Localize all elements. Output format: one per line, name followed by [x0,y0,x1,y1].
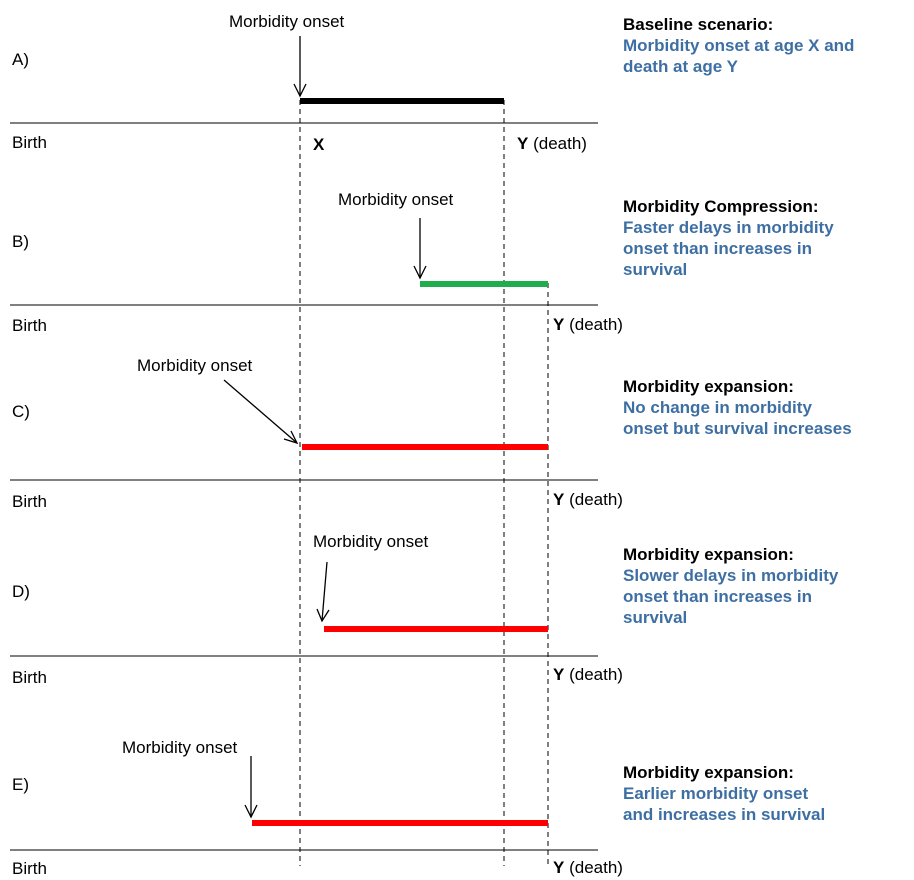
scenario-title-c: Morbidity expansion: [623,377,794,396]
death-suffix-a: (death) [533,134,587,153]
scenario-text-d: Slower delays in morbidity onset than in… [623,566,839,627]
y-death-label-b: Y (death) [553,315,623,335]
onset-label-a: Morbidity onset [229,12,345,31]
scenario-description-d: Morbidity expansion: Slower delays in mo… [623,544,838,628]
y-death-label-c: Y (death) [553,490,623,510]
death-suffix-e: (death) [569,858,623,877]
onset-arrow-d [316,561,330,623]
birth-label-b: Birth [12,316,47,335]
y-death-label-d: Y (death) [553,665,623,685]
birth-label-e: Birth [12,859,47,878]
scenario-text-e: Earlier morbidity onset and increases in… [623,784,826,824]
panel-letter-a: A) [12,50,29,69]
panel-letter-c: C) [12,402,30,421]
onset-label-d: Morbidity onset [313,532,429,551]
scenario-title-b: Morbidity Compression: [623,197,819,216]
scenario-description-a: Baseline scenario: Morbidity onset at ag… [623,14,854,77]
panel-letter-b: B) [12,232,29,251]
onset-label-c: Morbidity onset [137,356,253,375]
death-suffix-b: (death) [569,315,623,334]
birth-label-c: Birth [12,492,47,511]
y-death-label-a: Y (death) [517,134,587,154]
death-suffix-c: (death) [569,490,623,509]
scenario-text-b: Faster delays in morbidity onset than in… [623,218,834,279]
y-letter-e: Y [553,858,565,877]
y-letter-b: Y [553,315,565,334]
scenario-title-d: Morbidity expansion: [623,545,794,564]
y-letter-d: Y [553,665,565,684]
birth-label-d: Birth [12,668,47,687]
y-death-label-e: Y (death) [553,858,623,878]
scenario-text-c: No change in morbidity onset but surviva… [623,398,852,438]
panel-letter-d: D) [12,582,30,601]
x-age-label: X [313,135,325,154]
scenario-title-e: Morbidity expansion: [623,763,794,782]
birth-label-a: Birth [12,133,47,152]
scenario-description-e: Morbidity expansion: Earlier morbidity o… [623,762,825,825]
onset-arrow-e [244,756,258,819]
y-letter-a: Y [517,134,529,153]
onset-arrow-c [223,379,299,445]
onset-label-e: Morbidity onset [122,738,238,757]
panel-letter-e: E) [12,775,29,794]
onset-arrow-b [413,218,427,280]
onset-arrow-a [293,36,307,98]
scenario-description-b: Morbidity Compression: Faster delays in … [623,196,834,280]
scenario-description-c: Morbidity expansion: No change in morbid… [623,376,852,439]
onset-label-b: Morbidity onset [338,190,454,209]
scenario-title-a: Baseline scenario: [623,15,774,34]
death-suffix-d: (death) [569,665,623,684]
scenario-text-a: Morbidity onset at age X and death at ag… [623,36,855,76]
y-letter-c: Y [553,490,565,509]
